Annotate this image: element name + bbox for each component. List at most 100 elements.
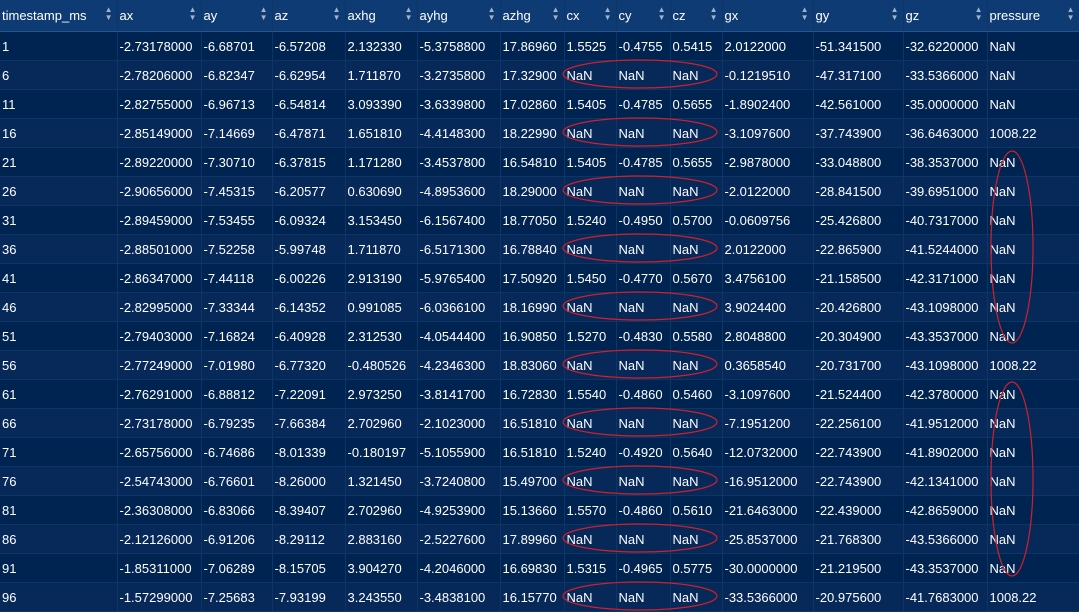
cell-gx[interactable]: -21.6463000 <box>722 495 814 525</box>
cell-timestamp-ms[interactable]: 26 <box>0 176 118 206</box>
cell-az[interactable]: -6.77320 <box>272 350 346 380</box>
cell-ayhg[interactable]: -4.9253900 <box>417 495 501 525</box>
cell-gz[interactable]: -39.6951000 <box>903 176 988 206</box>
column-header-gx[interactable]: gx ▲ ▼ <box>722 0 814 32</box>
cell-gy[interactable]: -42.561000 <box>813 89 904 119</box>
cell-azhg[interactable]: 18.16990 <box>500 292 565 322</box>
cell-ay[interactable]: -6.82347 <box>201 60 273 90</box>
cell-gy[interactable]: -22.865900 <box>813 234 904 264</box>
cell-cx[interactable]: 1.5405 <box>564 89 617 119</box>
cell-axhg[interactable]: 2.312530 <box>345 321 418 351</box>
cell-cx[interactable]: NaN <box>564 176 617 206</box>
cell-gx[interactable]: -30.0000000 <box>722 553 814 583</box>
cell-gy[interactable]: -21.768300 <box>813 524 904 554</box>
cell-cx[interactable]: NaN <box>564 292 617 322</box>
cell-ay[interactable]: -7.14669 <box>201 118 273 148</box>
cell-ayhg[interactable]: -6.0366100 <box>417 292 501 322</box>
sort-icon[interactable]: ▲ ▼ <box>709 5 718 22</box>
cell-ax[interactable]: -2.90656000 <box>117 176 202 206</box>
cell-gz[interactable]: -43.1098000 <box>903 350 988 380</box>
table-row[interactable]: 31 -2.89459000 -7.53455 -6.09324 3.153450 -6.… <box>0 205 1079 235</box>
cell-pressure[interactable]: NaN <box>987 466 1079 496</box>
cell-gz[interactable]: -42.3171000 <box>903 263 988 293</box>
cell-ax[interactable]: -2.86347000 <box>117 263 202 293</box>
cell-timestamp-ms[interactable]: 11 <box>0 89 118 119</box>
cell-axhg[interactable]: 1.171280 <box>345 147 418 177</box>
cell-az[interactable]: -8.39407 <box>272 495 346 525</box>
column-header-timestamp-ms[interactable]: timestamp_ms ▲ ▼ <box>0 0 118 32</box>
cell-gz[interactable]: -41.5244000 <box>903 234 988 264</box>
cell-cx[interactable]: 1.5540 <box>564 379 617 409</box>
cell-cx[interactable]: NaN <box>564 118 617 148</box>
column-header-gy[interactable]: gy ▲ ▼ <box>813 0 904 32</box>
cell-ayhg[interactable]: -4.4148300 <box>417 118 501 148</box>
cell-ay[interactable]: -7.30710 <box>201 147 273 177</box>
cell-azhg[interactable]: 16.51810 <box>500 408 565 438</box>
cell-cy[interactable]: -0.4860 <box>616 495 671 525</box>
cell-timestamp-ms[interactable]: 71 <box>0 437 118 467</box>
cell-ay[interactable]: -7.25683 <box>201 582 273 612</box>
cell-ax[interactable]: -2.82755000 <box>117 89 202 119</box>
cell-axhg[interactable]: 2.913190 <box>345 263 418 293</box>
cell-cx[interactable]: 1.5570 <box>564 495 617 525</box>
cell-gz[interactable]: -43.3537000 <box>903 321 988 351</box>
column-header-pressure[interactable]: pressure ▲ ▼ <box>987 0 1079 32</box>
cell-ayhg[interactable]: -3.7240800 <box>417 466 501 496</box>
cell-ayhg[interactable]: -3.6339800 <box>417 89 501 119</box>
cell-gx[interactable]: -3.1097600 <box>722 118 814 148</box>
cell-gx[interactable]: -0.1219510 <box>722 60 814 90</box>
cell-cy[interactable]: -0.4830 <box>616 321 671 351</box>
column-header-ayhg[interactable]: ayhg ▲ ▼ <box>417 0 501 32</box>
column-header-azhg[interactable]: azhg ▲ ▼ <box>500 0 565 32</box>
cell-gx[interactable]: -25.8537000 <box>722 524 814 554</box>
cell-gx[interactable]: -2.9878000 <box>722 147 814 177</box>
cell-ax[interactable]: -2.54743000 <box>117 466 202 496</box>
cell-gy[interactable]: -20.731700 <box>813 350 904 380</box>
cell-cx[interactable]: NaN <box>564 350 617 380</box>
sort-icon[interactable]: ▲ ▼ <box>404 5 413 22</box>
cell-ayhg[interactable]: -5.3758800 <box>417 31 501 61</box>
cell-gx[interactable]: -16.9512000 <box>722 466 814 496</box>
cell-ay[interactable]: -6.68701 <box>201 31 273 61</box>
cell-az[interactable]: -6.37815 <box>272 147 346 177</box>
cell-gx[interactable]: -0.0609756 <box>722 205 814 235</box>
cell-cz[interactable]: 0.5670 <box>670 263 723 293</box>
cell-ax[interactable]: -2.89220000 <box>117 147 202 177</box>
cell-cz[interactable]: NaN <box>670 466 723 496</box>
cell-azhg[interactable]: 15.13660 <box>500 495 565 525</box>
cell-pressure[interactable]: NaN <box>987 89 1079 119</box>
cell-gy[interactable]: -20.304900 <box>813 321 904 351</box>
sort-icon[interactable]: ▲ ▼ <box>974 5 983 22</box>
cell-ayhg[interactable]: -6.1567400 <box>417 205 501 235</box>
cell-cx[interactable]: 1.5315 <box>564 553 617 583</box>
cell-gz[interactable]: -43.3537000 <box>903 553 988 583</box>
cell-gy[interactable]: -20.426800 <box>813 292 904 322</box>
cell-azhg[interactable]: 17.32900 <box>500 60 565 90</box>
cell-cy[interactable]: -0.4860 <box>616 379 671 409</box>
cell-gy[interactable]: -22.743900 <box>813 437 904 467</box>
cell-az[interactable]: -6.47871 <box>272 118 346 148</box>
cell-az[interactable]: -8.01339 <box>272 437 346 467</box>
cell-ax[interactable]: -1.85311000 <box>117 553 202 583</box>
cell-az[interactable]: -6.14352 <box>272 292 346 322</box>
cell-azhg[interactable]: 16.15770 <box>500 582 565 612</box>
cell-axhg[interactable]: -0.180197 <box>345 437 418 467</box>
cell-cx[interactable]: NaN <box>564 408 617 438</box>
cell-ax[interactable]: -2.36308000 <box>117 495 202 525</box>
table-row[interactable]: 86 -2.12126000 -6.91206 -8.29112 2.883160 -2.… <box>0 524 1079 554</box>
cell-cx[interactable]: NaN <box>564 466 617 496</box>
cell-cy[interactable]: NaN <box>616 292 671 322</box>
cell-timestamp-ms[interactable]: 41 <box>0 263 118 293</box>
cell-gy[interactable]: -21.219500 <box>813 553 904 583</box>
cell-cz[interactable]: NaN <box>670 524 723 554</box>
cell-gy[interactable]: -33.048800 <box>813 147 904 177</box>
cell-timestamp-ms[interactable]: 36 <box>0 234 118 264</box>
cell-ax[interactable]: -2.88501000 <box>117 234 202 264</box>
cell-gz[interactable]: -38.3537000 <box>903 147 988 177</box>
cell-timestamp-ms[interactable]: 46 <box>0 292 118 322</box>
cell-gz[interactable]: -41.8902000 <box>903 437 988 467</box>
cell-gx[interactable]: 3.4756100 <box>722 263 814 293</box>
cell-gx[interactable]: -12.0732000 <box>722 437 814 467</box>
cell-ayhg[interactable]: -4.2046000 <box>417 553 501 583</box>
sort-icon[interactable]: ▲ ▼ <box>890 5 899 22</box>
